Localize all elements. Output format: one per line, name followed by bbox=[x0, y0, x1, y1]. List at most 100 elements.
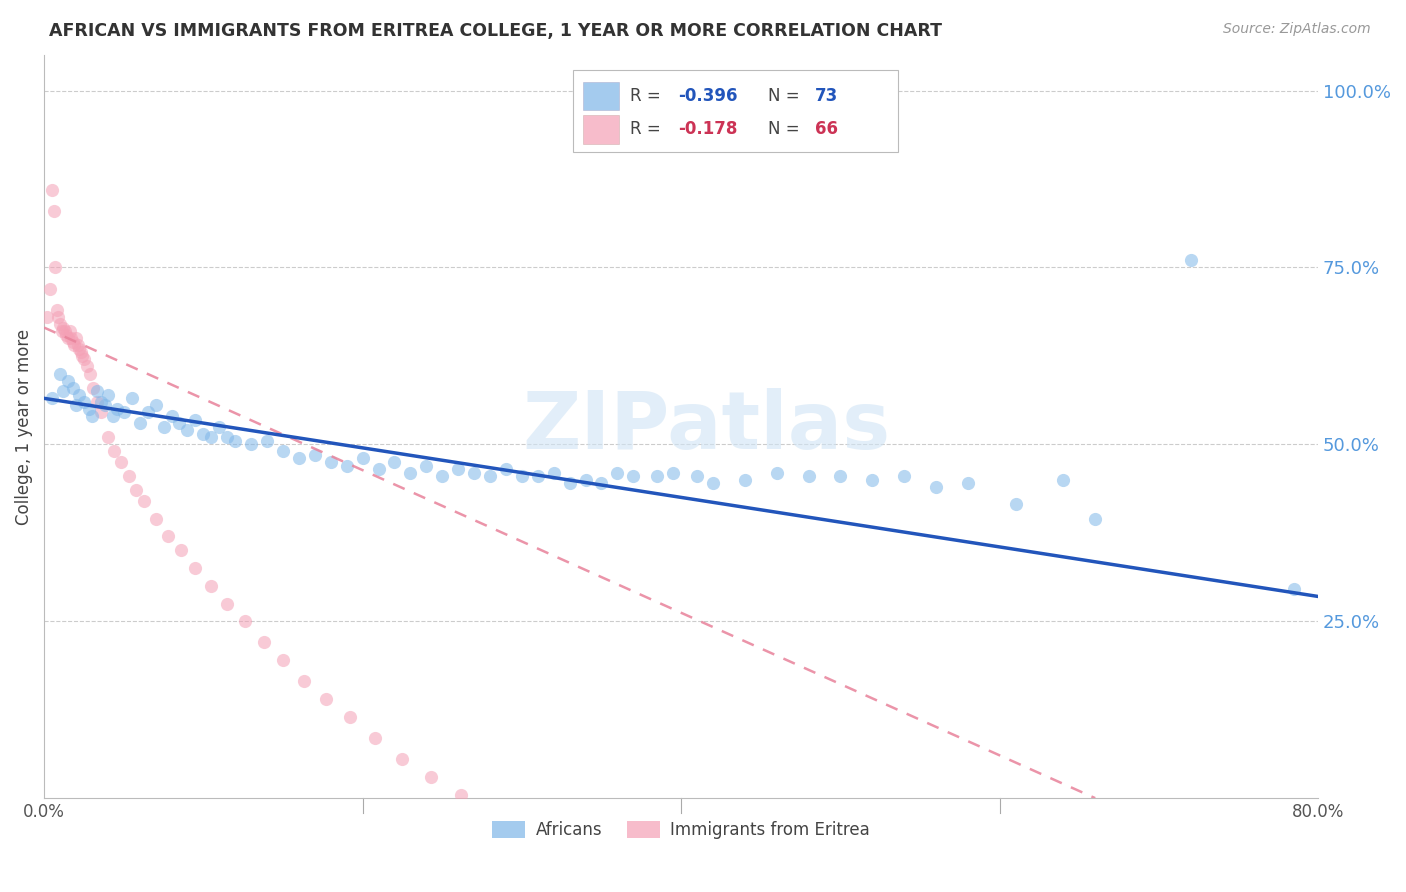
Point bbox=[217, 597, 239, 611]
Point bbox=[319, 455, 342, 469]
Text: Source: ZipAtlas.com: Source: ZipAtlas.com bbox=[1223, 22, 1371, 37]
Point bbox=[39, 282, 62, 296]
Point bbox=[56, 331, 79, 345]
Point bbox=[253, 635, 276, 649]
Point bbox=[69, 345, 91, 359]
Point bbox=[60, 331, 83, 345]
Point bbox=[304, 448, 326, 462]
Point bbox=[495, 462, 517, 476]
Point bbox=[686, 469, 709, 483]
Point bbox=[48, 310, 70, 324]
Point bbox=[152, 419, 174, 434]
Point bbox=[1084, 511, 1107, 525]
Point bbox=[288, 451, 311, 466]
Point bbox=[134, 494, 156, 508]
Point bbox=[463, 466, 485, 480]
Point bbox=[41, 183, 63, 197]
Point bbox=[527, 469, 550, 483]
Point bbox=[558, 476, 581, 491]
Point bbox=[256, 434, 278, 448]
Point bbox=[145, 511, 167, 525]
Point bbox=[41, 392, 63, 406]
Point bbox=[80, 409, 103, 423]
Point bbox=[105, 401, 128, 416]
Point bbox=[37, 310, 59, 324]
Point bbox=[420, 770, 443, 784]
Point bbox=[621, 469, 644, 483]
FancyBboxPatch shape bbox=[572, 70, 897, 152]
Point bbox=[101, 409, 124, 423]
Point bbox=[157, 529, 180, 543]
Legend: Africans, Immigrants from Eritrea: Africans, Immigrants from Eritrea bbox=[485, 814, 877, 846]
Point bbox=[315, 692, 337, 706]
Text: -0.396: -0.396 bbox=[679, 87, 738, 105]
Point bbox=[45, 302, 67, 317]
Point bbox=[67, 388, 90, 402]
Point bbox=[103, 444, 125, 458]
Point bbox=[145, 398, 167, 412]
Point bbox=[76, 359, 98, 374]
Text: N =: N = bbox=[768, 120, 804, 138]
Point bbox=[415, 458, 437, 473]
Point bbox=[55, 327, 77, 342]
Point bbox=[97, 388, 120, 402]
Point bbox=[170, 543, 193, 558]
Point bbox=[606, 466, 628, 480]
Y-axis label: College, 1 year or more: College, 1 year or more bbox=[15, 328, 32, 524]
Point bbox=[66, 338, 89, 352]
Point bbox=[432, 469, 454, 483]
Point bbox=[339, 710, 361, 724]
Point bbox=[893, 469, 915, 483]
Point bbox=[217, 430, 239, 444]
Point bbox=[384, 455, 406, 469]
Point bbox=[479, 469, 502, 483]
Point bbox=[208, 419, 231, 434]
Point bbox=[42, 203, 65, 218]
Point bbox=[121, 392, 143, 406]
Point bbox=[110, 455, 132, 469]
Point bbox=[399, 466, 422, 480]
Point bbox=[86, 384, 108, 399]
Point bbox=[63, 338, 86, 352]
Text: R =: R = bbox=[630, 120, 666, 138]
Point bbox=[52, 320, 75, 334]
Point bbox=[200, 579, 222, 593]
Point bbox=[364, 731, 387, 745]
Point bbox=[447, 462, 470, 476]
Point bbox=[734, 473, 756, 487]
FancyBboxPatch shape bbox=[583, 115, 619, 144]
Point bbox=[765, 466, 787, 480]
Point bbox=[86, 395, 108, 409]
Point bbox=[233, 614, 256, 628]
Point bbox=[591, 476, 613, 491]
Text: -0.178: -0.178 bbox=[679, 120, 738, 138]
Point bbox=[367, 462, 389, 476]
Text: ZIPatlas: ZIPatlas bbox=[523, 388, 891, 466]
Text: N =: N = bbox=[768, 87, 804, 105]
Point bbox=[292, 674, 315, 689]
Point bbox=[352, 451, 374, 466]
Text: 73: 73 bbox=[815, 87, 838, 105]
Point bbox=[62, 334, 84, 349]
Point bbox=[645, 469, 668, 483]
Point bbox=[97, 430, 120, 444]
Point bbox=[574, 473, 596, 487]
Text: R =: R = bbox=[630, 87, 666, 105]
Point bbox=[391, 752, 413, 766]
Point bbox=[860, 473, 883, 487]
Point bbox=[90, 395, 112, 409]
Point bbox=[956, 476, 979, 491]
FancyBboxPatch shape bbox=[583, 82, 619, 110]
Point bbox=[72, 349, 94, 363]
Point bbox=[830, 469, 852, 483]
Point bbox=[797, 469, 820, 483]
Point bbox=[112, 405, 135, 419]
Point bbox=[62, 381, 84, 395]
Point bbox=[136, 405, 159, 419]
Point bbox=[510, 469, 533, 483]
Point bbox=[1284, 582, 1306, 597]
Point bbox=[117, 469, 139, 483]
Point bbox=[73, 352, 96, 367]
Point bbox=[77, 401, 100, 416]
Point bbox=[224, 434, 246, 448]
